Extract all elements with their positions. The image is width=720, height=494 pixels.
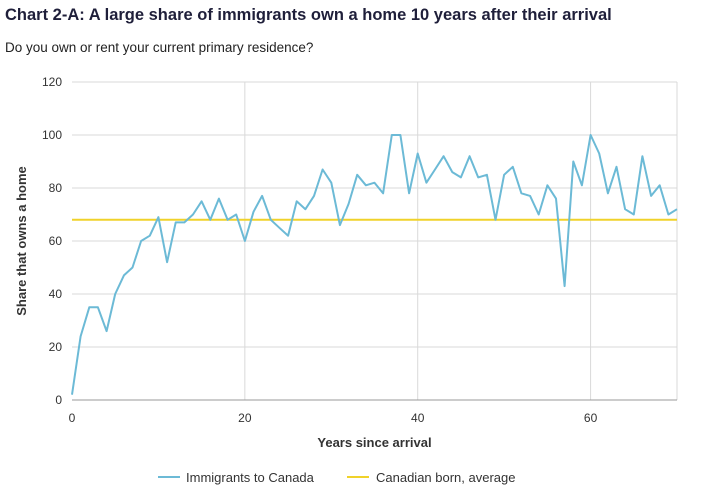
y-tick-label: 40 [49, 287, 63, 301]
y-tick-label: 0 [55, 393, 62, 407]
y-tick-label: 60 [49, 234, 63, 248]
x-tick-label: 0 [69, 411, 76, 425]
y-tick-label: 80 [49, 181, 63, 195]
chart-subtitle: Do you own or rent your current primary … [5, 40, 314, 55]
series-line-immigrants [71, 134, 678, 395]
x-axis-ticks: 0 20 40 60 [69, 411, 598, 425]
legend-label-immigrants: Immigrants to Canada [186, 470, 315, 485]
x-tick-label: 20 [238, 411, 252, 425]
legend: Immigrants to Canada Canadian born, aver… [158, 470, 516, 485]
y-axis-ticks: 0 20 40 60 80 100 120 [42, 75, 62, 407]
x-tick-label: 60 [584, 411, 598, 425]
y-tick-label: 20 [49, 340, 63, 354]
y-tick-label: 120 [42, 75, 62, 89]
x-tick-label: 40 [411, 411, 425, 425]
legend-label-canadian-born: Canadian born, average [376, 470, 516, 485]
y-tick-label: 100 [42, 128, 62, 142]
x-axis-title: Years since arrival [317, 435, 431, 450]
chart-title: Chart 2-A: A large share of immigrants o… [5, 6, 612, 24]
series-group [71, 134, 678, 395]
y-axis-title: Share that owns a home [14, 166, 29, 316]
